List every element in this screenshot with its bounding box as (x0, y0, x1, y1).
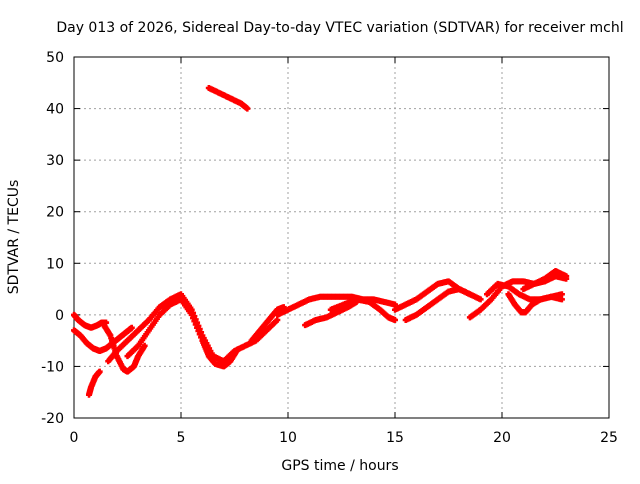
chart-title: Day 013 of 2026, Sidereal Day-to-day VTE… (56, 20, 623, 36)
x-tick-label: 0 (70, 430, 79, 446)
grid-lines (74, 57, 609, 418)
data-point (274, 317, 281, 324)
data-point (141, 342, 148, 349)
data-point (233, 347, 240, 354)
y-tick-label: -20 (41, 411, 64, 427)
y-tick-label: 10 (46, 256, 64, 272)
data-point (563, 273, 570, 280)
data-series-track-3 (100, 322, 148, 375)
data-series-track-17 (520, 268, 570, 293)
data-point (244, 105, 251, 112)
data-series-track-13 (402, 286, 484, 324)
data-point (128, 324, 135, 331)
data-point (558, 296, 565, 303)
y-tick-label: 30 (46, 153, 64, 169)
y-tick-label: 40 (46, 102, 64, 118)
data-series-track-6 (124, 296, 240, 370)
data-series (71, 84, 570, 398)
x-tick-label: 5 (177, 430, 186, 446)
data-series-track-15 (484, 280, 565, 303)
data-series-track-4 (85, 368, 103, 398)
data-point (392, 301, 398, 308)
y-tick-label: 50 (46, 50, 64, 66)
x-tick-label: 15 (386, 430, 404, 446)
x-tick-label: 25 (600, 430, 618, 446)
y-axis-label: SDTVAR / TECUs (6, 180, 22, 295)
x-axis-label: GPS time / hours (281, 458, 398, 474)
x-tick-label: 20 (493, 430, 511, 446)
data-point (392, 317, 398, 324)
data-series-track-16 (505, 291, 565, 316)
data-point (477, 296, 484, 303)
y-tick-label: 0 (55, 308, 64, 324)
axis-ticks: 0 5 10 15 20 25 -20 -10 0 10 20 30 40 50 (41, 50, 618, 446)
y-tick-label: 20 (46, 205, 64, 221)
x-tick-label: 10 (279, 430, 297, 446)
data-point (558, 291, 565, 298)
plot-area-frame (73, 56, 610, 419)
data-series-track-7 (205, 84, 251, 112)
data-series-track-2 (71, 311, 110, 331)
data-series-track-11 (327, 296, 398, 324)
y-tick-label: -10 (41, 359, 64, 375)
data-point (96, 368, 103, 375)
